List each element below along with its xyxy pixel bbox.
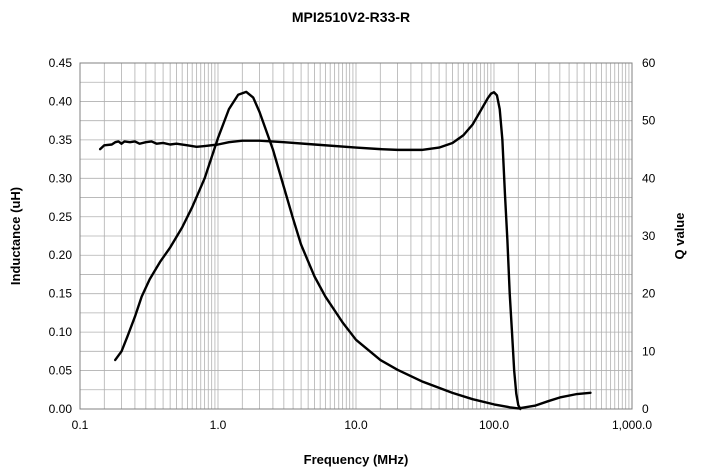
q-value-series-line [114,90,592,410]
y-tick-label: 0.40 [49,94,73,108]
x-tick-label: 1.0 [210,418,227,432]
y2-tick-label: 50 [642,114,656,128]
y2-axis-title: Q value [672,213,687,260]
x-tick-label: 10.0 [344,418,368,432]
x-tick-label: 100.0 [479,418,509,432]
x-tick-label: 1,000.0 [612,418,652,432]
inductance-series-line [98,91,522,411]
y-tick-label: 0.20 [49,248,73,262]
chart-title: MPI2510V2-R33-R [292,9,410,25]
tick-label-layer: 0.1 1.0 10.0 100.0 1,000.0 0.00 0.05 0.10 0.15 0.… [49,56,656,432]
x-tick-label: 0.1 [72,418,89,432]
y-tick-label: 0.15 [49,287,73,301]
y2-tick-label: 20 [642,287,656,301]
y2-tick-label: 60 [642,56,656,70]
y-tick-label: 0.30 [49,171,73,185]
y-tick-label: 0.35 [49,133,73,147]
y-tick-label: 0.25 [49,210,73,224]
series-layer [98,90,592,411]
y-tick-label: 0.45 [49,56,73,70]
y2-tick-label: 30 [642,229,656,243]
plot-area [79,62,633,410]
y-tick-label: 0.00 [49,402,73,416]
y2-tick-label: 40 [642,171,656,185]
grid-layer [79,62,633,410]
y-axis-title: Inductance (uH) [8,187,23,285]
y2-tick-label: 0 [642,402,649,416]
y2-tick-label: 10 [642,344,656,358]
y-tick-label: 0.10 [49,325,73,339]
x-axis-title: Frequency (MHz) [304,452,409,467]
y-tick-label: 0.05 [49,364,73,378]
